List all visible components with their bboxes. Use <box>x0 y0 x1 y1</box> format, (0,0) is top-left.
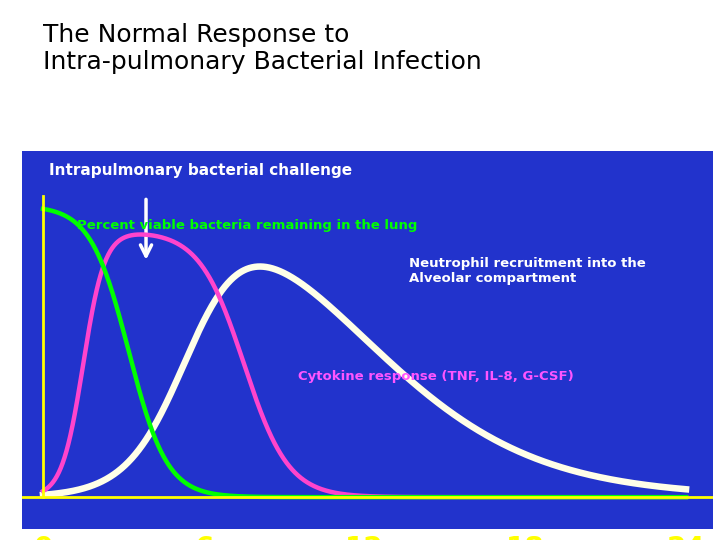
Text: The Normal Response to
Intra-pulmonary Bacterial Infection: The Normal Response to Intra-pulmonary B… <box>43 23 482 75</box>
Text: Percent viable bacteria remaining in the lung: Percent viable bacteria remaining in the… <box>77 219 418 232</box>
Text: Intrapulmonary bacterial challenge: Intrapulmonary bacterial challenge <box>49 163 352 178</box>
Text: Neutrophil recruitment into the
Alveolar compartment: Neutrophil recruitment into the Alveolar… <box>409 257 645 285</box>
Text: Cytokine response (TNF, IL-8, G-CSF): Cytokine response (TNF, IL-8, G-CSF) <box>298 370 574 383</box>
